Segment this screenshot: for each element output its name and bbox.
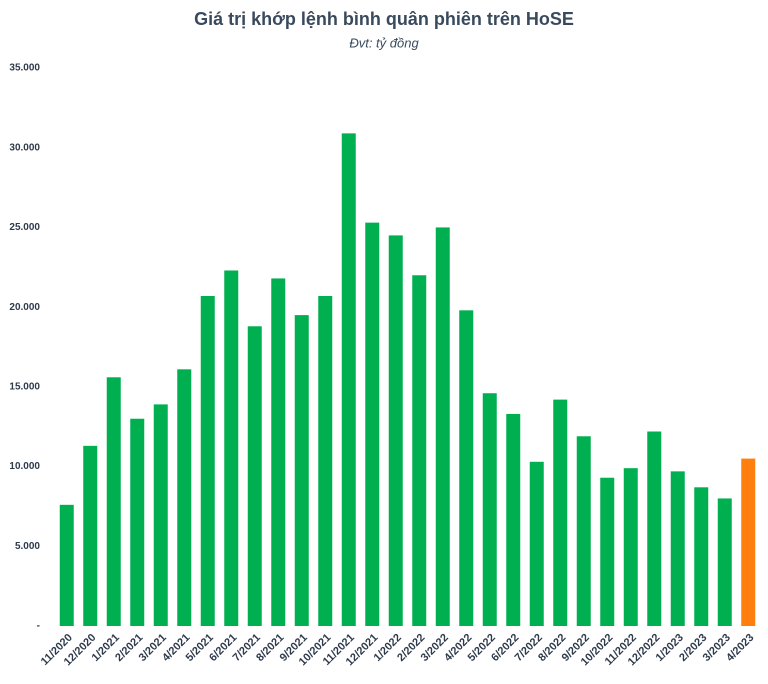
bar bbox=[365, 222, 380, 626]
bar bbox=[623, 468, 638, 626]
chart-subtitle: Đvt: tỷ đồng bbox=[349, 35, 419, 50]
bar bbox=[224, 270, 239, 626]
bar bbox=[130, 418, 145, 626]
bar bbox=[741, 458, 756, 626]
bar bbox=[59, 504, 74, 626]
bar bbox=[459, 310, 474, 626]
y-tick-label: 20.000 bbox=[9, 302, 40, 313]
bar bbox=[506, 413, 521, 626]
bar bbox=[529, 461, 544, 626]
chart-title: Giá trị khớp lệnh bình quân phiên trên H… bbox=[194, 9, 574, 29]
y-tick-label: 35.000 bbox=[9, 63, 40, 74]
y-tick-label: 5.000 bbox=[15, 541, 40, 552]
bar bbox=[717, 498, 732, 626]
y-tick-label: 15.000 bbox=[9, 381, 40, 392]
bar bbox=[153, 404, 168, 626]
bar bbox=[341, 133, 356, 626]
bar bbox=[647, 431, 662, 626]
bar bbox=[600, 477, 615, 626]
bar bbox=[670, 471, 685, 626]
y-tick-label: 30.000 bbox=[9, 142, 40, 153]
bar bbox=[294, 315, 309, 626]
bar bbox=[694, 487, 709, 626]
bar bbox=[482, 393, 497, 626]
bar bbox=[83, 445, 98, 626]
y-tick-label: 10.000 bbox=[9, 461, 40, 472]
bar bbox=[200, 295, 215, 626]
bar bbox=[318, 295, 333, 626]
bar bbox=[106, 377, 121, 626]
y-tick-label: 25.000 bbox=[9, 222, 40, 233]
bar bbox=[576, 436, 591, 626]
bar bbox=[553, 399, 568, 626]
bar bbox=[412, 275, 427, 626]
bar bbox=[435, 227, 450, 626]
y-tick-label: - bbox=[37, 621, 40, 632]
bar bbox=[247, 326, 262, 626]
bar bbox=[271, 278, 286, 626]
bar bbox=[177, 369, 192, 626]
bar bbox=[388, 235, 403, 626]
